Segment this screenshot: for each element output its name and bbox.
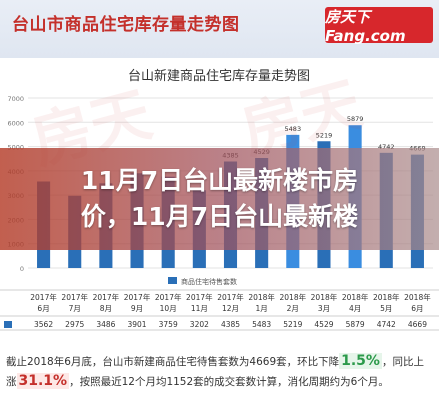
- page-title: 台山市商品住宅库存量走势图: [12, 15, 240, 35]
- x-tick-year: 2017年: [155, 292, 182, 302]
- x-tick-year: 2018年: [404, 292, 431, 302]
- fang-logo[interactable]: 房天下Fang.com: [325, 7, 433, 45]
- table-value: 4385: [221, 320, 240, 329]
- x-tick-year: 2017年: [93, 292, 120, 302]
- x-tick-year: 2018年: [280, 292, 307, 302]
- table-value: 2975: [65, 320, 84, 329]
- table-value: 3759: [159, 320, 178, 329]
- summary-part-1: 截止2018年6月底，台山市新建商品住宅待售套数为4669套，环比下降: [6, 356, 340, 368]
- summary-text: 截止2018年6月底，台山市新建商品住宅待售套数为4669套，环比下降 1.5%，…: [6, 352, 433, 396]
- x-tick-month: 6月: [37, 304, 49, 313]
- table-legend-swatch: [4, 321, 12, 328]
- header-banner: 台山市商品住宅库存量走势图 房天下Fang.com: [0, 0, 439, 58]
- x-tick-year: 2017年: [186, 292, 213, 302]
- data-label: 5879: [347, 115, 364, 123]
- x-tick-month: 4月: [349, 304, 361, 313]
- headline-line-1: 11月7日台山最新楼市房: [80, 166, 359, 195]
- table-value: 4742: [377, 320, 396, 329]
- x-tick-year: 2017年: [30, 292, 57, 302]
- summary-part-3: ，按照最近12个月均1152套的成交套数计算，消化周期约为6个月。: [69, 376, 389, 388]
- y-tick-label: 7000: [7, 95, 24, 103]
- table-value: 5879: [346, 320, 365, 329]
- table-value: 3486: [96, 320, 115, 329]
- y-tick-label: 5000: [7, 144, 24, 152]
- headline-overlay: 11月7日台山最新楼市房 价，11月7日台山最新楼: [0, 148, 439, 250]
- x-tick-year: 2018年: [373, 292, 400, 302]
- x-tick-month: 2月: [287, 304, 299, 313]
- table-value: 4529: [314, 320, 333, 329]
- x-tick-month: 3月: [318, 304, 330, 313]
- drop-percentage: 1.5%: [339, 353, 382, 369]
- rise-percentage: 31.1%: [16, 373, 70, 389]
- data-label: 5219: [316, 131, 333, 139]
- x-tick-month: 12月: [222, 304, 239, 313]
- x-tick-year: 2018年: [311, 292, 338, 302]
- x-tick-month: 7月: [69, 304, 81, 313]
- data-label: 5483: [285, 125, 302, 133]
- chart-title: 台山新建商品住宅库存量走势图: [128, 68, 310, 84]
- legend-swatch: [168, 277, 177, 284]
- table-value: 5219: [283, 320, 302, 329]
- y-tick-label: 6000: [7, 119, 24, 127]
- table-value: 3202: [190, 320, 209, 329]
- x-tick-month: 9月: [131, 304, 143, 313]
- x-tick-year: 2018年: [342, 292, 369, 302]
- x-tick-year: 2018年: [248, 292, 275, 302]
- data-label: 4742: [378, 143, 395, 151]
- y-tick-label: 0: [20, 265, 24, 273]
- x-tick-year: 2017年: [124, 292, 151, 302]
- x-tick-month: 6月: [411, 304, 423, 313]
- summary-part-2: ，同比上涨: [6, 356, 424, 388]
- headline-line-2: 价，11月7日台山最新楼: [80, 202, 359, 231]
- x-tick-year: 2017年: [61, 292, 88, 302]
- table-value: 3901: [127, 320, 146, 329]
- table-value: 3562: [34, 320, 53, 329]
- x-tick-month: 5月: [380, 304, 392, 313]
- x-tick-month: 10月: [160, 304, 177, 313]
- x-tick-month: 8月: [100, 304, 112, 313]
- x-tick-month: 11月: [191, 304, 208, 313]
- table-value: 4669: [408, 320, 427, 329]
- x-tick-year: 2017年: [217, 292, 244, 302]
- x-tick-month: 1月: [256, 304, 268, 313]
- legend-label: 商品住宅待售套数: [181, 277, 237, 286]
- table-value: 5483: [252, 320, 271, 329]
